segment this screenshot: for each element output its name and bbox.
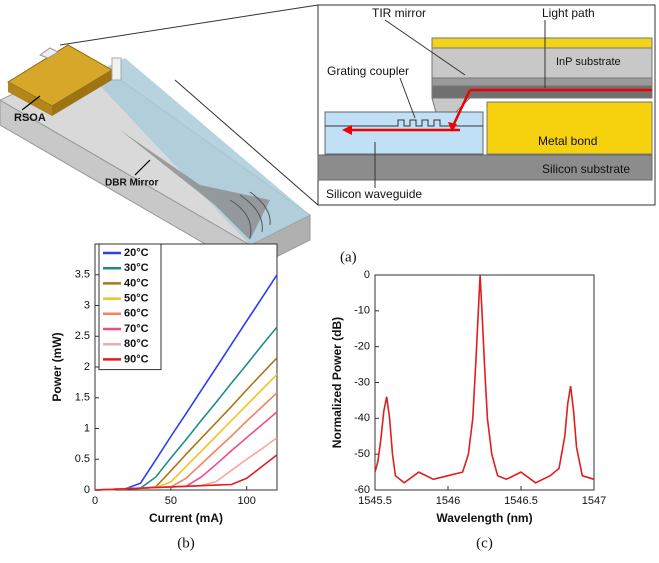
y-tick-label: -30 [354,376,370,388]
caption: (c) [476,535,493,551]
x-axis-title: Wavelength (nm) [436,511,532,525]
label: Silicon waveguide [326,187,422,201]
y-tick-label: 3.5 [75,269,90,281]
x-tick-label: 1545.5 [358,495,392,507]
y-tick-label: 0.5 [75,453,90,465]
label: Light path [542,6,595,20]
legend-label: 60°C [124,308,149,320]
y-tick-label: 0 [364,269,370,281]
label: InP substrate [556,56,621,68]
y-tick-label: -40 [354,412,370,424]
label: Metal bond [538,134,597,148]
y-axis-title: Power (mW) [50,332,64,401]
caption: (a) [340,249,357,265]
spectrum-line [374,274,595,484]
x-tick-label: 0 [92,495,98,507]
legend-label: 40°C [124,277,149,289]
cross-section: TIR mirror Light path InP substrate Grat… [317,4,656,206]
caption: (b) [177,535,195,551]
y-tick-label: 0 [84,484,90,496]
legend-label: 20°C [124,247,149,259]
legend-label: 90°C [124,353,149,365]
y-tick-label: 1 [84,422,90,434]
y-tick-label: -20 [354,341,370,353]
legend-label: 50°C [124,293,149,305]
legend [98,243,162,371]
x-tick-label: 1546.5 [504,495,538,507]
label: Grating coupler [327,64,409,78]
series-line [94,454,278,491]
x-axis-title: Current (mA) [149,511,223,525]
label: Silicon substrate [542,162,630,176]
y-tick-label: 2.5 [75,330,90,342]
plot-area [374,274,595,491]
label: RSOA [14,112,46,124]
label: DBR Mirror [105,178,158,189]
device-illustration: RSOA DBR Mirror [0,4,319,271]
y-tick-label: -60 [354,484,370,496]
legend-label: 70°C [124,323,149,335]
x-tick-label: 100 [237,495,255,507]
x-tick-label: 1546 [436,495,460,507]
label: TIR mirror [372,6,426,20]
legend-label: 30°C [124,262,149,274]
x-tick-label: 1547 [582,495,606,507]
y-tick-label: 3 [84,299,90,311]
legend-label: 80°C [124,338,149,350]
y-axis-title: Normalized Power (dB) [330,317,344,448]
y-tick-label: -10 [354,305,370,317]
x-tick-label: 50 [165,495,177,507]
y-tick-label: 1.5 [75,392,90,404]
y-tick-label: 2 [84,361,90,373]
y-tick-label: -50 [354,448,370,460]
